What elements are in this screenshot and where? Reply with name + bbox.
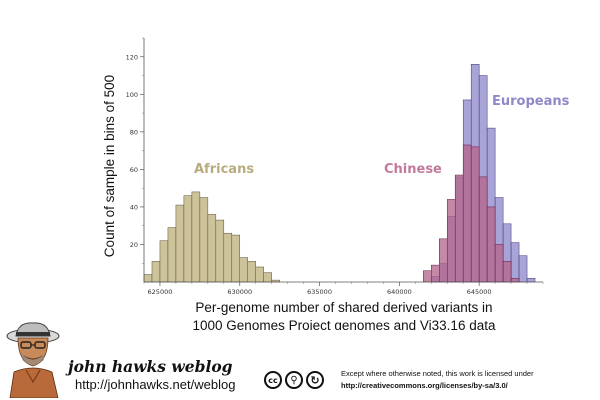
bar-africans-628000: [207, 214, 217, 283]
x-axis-title-line2: 1000 Genomes Project genomes and Vi33.16…: [193, 318, 496, 330]
cc-icon: cc: [264, 371, 282, 389]
bar-chinese-643000: [446, 199, 456, 283]
bar-africans-628500: [215, 219, 225, 283]
x-tick-label-625000: 625000: [148, 288, 173, 296]
bar-chinese-646000: [494, 244, 504, 283]
bar-chinese-647000: [510, 278, 520, 283]
plot-area: [143, 64, 536, 283]
bar-africans-626000: [175, 204, 185, 283]
bar-europeans-647000: [510, 242, 520, 283]
bar-europeans-648000: [526, 278, 536, 283]
bar-africans-630500: [247, 261, 256, 283]
x-tick-label-645000: 645000: [467, 288, 492, 296]
y-tick-label-20: 20: [130, 241, 138, 249]
bar-chinese-643500: [454, 174, 464, 283]
bar-africans-624000: [143, 274, 153, 283]
y-tick-label-60: 60: [130, 166, 138, 174]
bar-chinese-641500: [423, 270, 432, 283]
y-axis-title: Count of sample in bins of 500: [102, 75, 117, 257]
bar-chinese-644000: [462, 144, 472, 283]
bar-africans-631000: [255, 266, 264, 283]
series-label-chinese: Chinese: [384, 162, 442, 177]
bar-africans-626500: [183, 195, 193, 283]
bar-africans-630000: [239, 257, 248, 283]
x-axis-title-line1: Per-genome number of shared derived vari…: [195, 300, 492, 315]
by-icon: ⚲: [285, 371, 303, 389]
bar-chinese-642000: [431, 264, 440, 283]
footer: john hawks weblog http://johnhawks.net/w…: [0, 320, 600, 400]
histogram-chart: 625000 630000 635000 640000 645000 20 40 60 80 10…: [102, 37, 570, 330]
bar-chinese-645000: [478, 176, 488, 283]
license-icons: cc ⚲ ↻: [264, 371, 324, 391]
bar-chinese-645500: [486, 206, 496, 283]
bar-chinese-646500: [502, 261, 512, 283]
y-tick-label-120: 120: [126, 53, 138, 61]
y-tick-label-80: 80: [130, 128, 138, 136]
x-tick-label-640000: 640000: [387, 288, 412, 296]
author-avatar: [6, 322, 60, 398]
x-tick-label-630000: 630000: [227, 288, 252, 296]
axes: [143, 38, 543, 283]
ticks: 625000 630000 635000 640000 645000 20 40 60 80 10…: [126, 37, 544, 296]
bar-europeans-647500: [518, 255, 528, 283]
x-tick-label-635000: 635000: [307, 288, 332, 296]
bar-africans-624500: [151, 261, 161, 283]
bar-chinese-642500: [439, 238, 448, 283]
bar-africans-625500: [167, 227, 177, 283]
bar-africans-625000: [159, 240, 169, 283]
bar-chinese-644500: [470, 146, 480, 283]
bar-africans-627500: [199, 197, 209, 283]
y-tick-label-100: 100: [126, 91, 138, 99]
sa-icon: ↻: [306, 371, 324, 389]
y-tick-label-40: 40: [130, 203, 138, 211]
bar-africans-627000: [191, 191, 201, 283]
blog-url[interactable]: http://johnhawks.net/weblog: [75, 377, 236, 392]
license-url[interactable]: http://creativecommons.org/licenses/by-s…: [341, 381, 508, 390]
series-label-europeans: Europeans: [492, 94, 570, 109]
bar-africans-629500: [231, 234, 241, 283]
bar-africans-631500: [263, 272, 272, 283]
license-line: Except where otherwise noted, this work …: [341, 369, 534, 378]
bar-africans-629000: [223, 232, 233, 283]
blog-title: john hawks weblog: [68, 357, 233, 376]
license-text: Except where otherwise noted, this work …: [341, 368, 534, 392]
series-label-africans: Africans: [194, 162, 254, 177]
